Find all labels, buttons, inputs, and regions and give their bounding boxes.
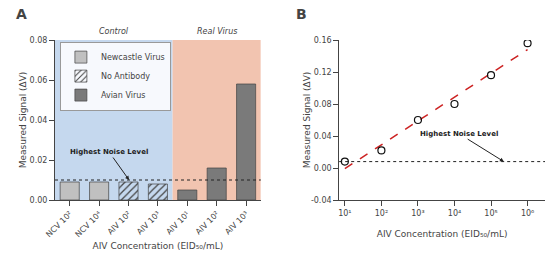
svg-text:Highest Noise Level: Highest Noise Level (70, 148, 148, 156)
svg-text:Newcastle Virus: Newcastle Virus (101, 53, 165, 62)
svg-text:-0.04: -0.04 (311, 196, 332, 205)
svg-text:NCV 10²: NCV 10² (44, 209, 74, 239)
svg-text:0.16: 0.16 (314, 36, 332, 45)
svg-text:A: A (16, 6, 27, 22)
svg-text:10⁵: 10⁵ (484, 209, 497, 218)
svg-text:AIV 10²: AIV 10² (194, 209, 221, 236)
svg-text:0.00: 0.00 (314, 164, 332, 173)
svg-text:B: B (296, 6, 307, 22)
svg-text:Highest Noise Level: Highest Noise Level (420, 130, 498, 138)
svg-text:0.02: 0.02 (30, 156, 48, 165)
svg-text:Measured Signal (ΔV): Measured Signal (ΔV) (302, 72, 312, 169)
svg-text:AIV 10³: AIV 10³ (223, 209, 250, 236)
svg-text:AIV 10²: AIV 10² (106, 209, 133, 236)
svg-text:0.06: 0.06 (30, 76, 48, 85)
svg-text:No Antibody: No Antibody (101, 72, 150, 81)
svg-text:NCV 10⁴: NCV 10⁴ (74, 209, 104, 239)
svg-text:Control: Control (99, 27, 129, 36)
svg-text:0.00: 0.00 (30, 196, 48, 205)
svg-text:Avian Virus: Avian Virus (101, 91, 146, 100)
svg-text:10²: 10² (375, 209, 388, 218)
svg-text:Real Virus: Real Virus (197, 27, 237, 36)
svg-text:0.04: 0.04 (314, 132, 332, 141)
svg-text:0.12: 0.12 (314, 68, 332, 77)
svg-text:0.04: 0.04 (30, 116, 48, 125)
svg-text:AIV 10¹: AIV 10¹ (165, 209, 192, 236)
svg-text:AIV Concentration (EID₅₀/mL): AIV Concentration (EID₅₀/mL) (377, 229, 508, 239)
svg-text:0.08: 0.08 (30, 36, 48, 45)
svg-text:0.08: 0.08 (314, 100, 332, 109)
svg-text:AIV Concentration (EID₅₀/mL): AIV Concentration (EID₅₀/mL) (93, 241, 224, 251)
svg-text:10¹: 10¹ (338, 209, 351, 218)
svg-text:10³: 10³ (411, 209, 424, 218)
svg-text:10⁴: 10⁴ (448, 209, 461, 218)
svg-text:Measured Signal (ΔV): Measured Signal (ΔV) (18, 72, 28, 169)
svg-text:10⁶: 10⁶ (521, 209, 534, 218)
svg-text:AIV 10³: AIV 10³ (135, 209, 162, 236)
